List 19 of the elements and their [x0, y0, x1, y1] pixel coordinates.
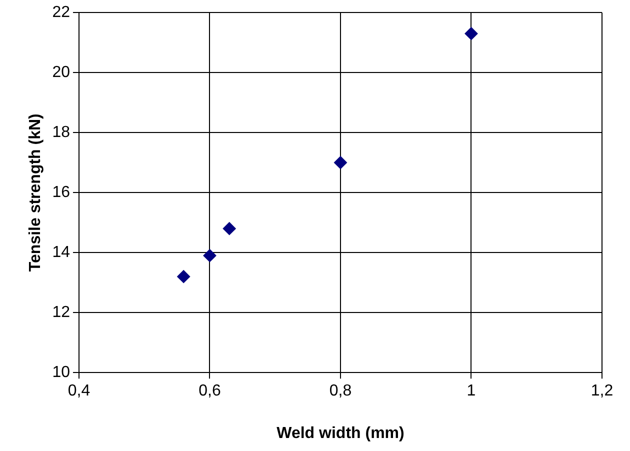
x-tick-label: 0,6 [198, 382, 221, 400]
point [222, 222, 236, 236]
x-tick-label: 0,4 [68, 382, 90, 400]
y-axis-title: Tensile strength (kN) [27, 114, 44, 272]
y-tick-label: 10 [52, 364, 70, 382]
y-tick-label: 18 [52, 124, 70, 142]
point [177, 270, 190, 284]
x-tick-label: 1 [466, 382, 476, 400]
y-tick-label: 16 [52, 184, 70, 202]
x-axis-title: Weld width (mm) [276, 424, 404, 442]
y-tick-label: 22 [52, 4, 70, 22]
point [334, 156, 347, 170]
x-tick-label: 1,2 [590, 382, 614, 400]
point [203, 249, 216, 262]
y-tick-label: 20 [52, 64, 70, 82]
point [464, 27, 478, 40]
y-tick-label: 12 [52, 304, 70, 322]
x-tick-label: 0,8 [329, 382, 352, 400]
y-tick-label: 14 [52, 244, 70, 262]
